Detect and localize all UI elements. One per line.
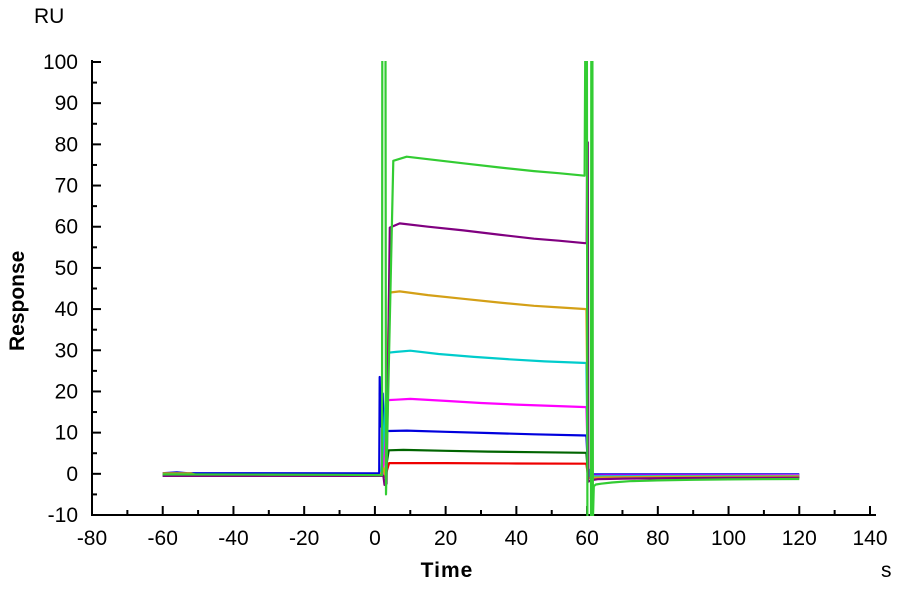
y-tick-label: 20 <box>55 380 78 403</box>
x-tick-label: -40 <box>218 527 248 550</box>
x-axis-unit-label: s <box>881 559 892 582</box>
x-tick-label: 0 <box>369 527 381 550</box>
series-traces <box>162 61 800 516</box>
y-tick-label: -10 <box>48 504 78 527</box>
y-tick-label: 70 <box>55 175 78 198</box>
tick-labels: -80 -60 -40 -20 0 20 40 60 80 100 120 140 -10 0 10 20 30… <box>43 51 888 550</box>
series-green <box>162 61 800 516</box>
axes <box>91 60 876 516</box>
y-axis-title: Response <box>6 250 29 351</box>
y-tick-label: 60 <box>55 216 78 239</box>
x-tick-label: 140 <box>852 527 887 550</box>
y-tick-label: 100 <box>43 51 78 74</box>
tick-marks <box>91 61 871 516</box>
x-tick-label: 20 <box>434 527 457 550</box>
x-tick-label: 40 <box>505 527 528 550</box>
series-blue <box>162 375 800 476</box>
y-tick-label: 80 <box>55 133 78 156</box>
y-tick-label: 10 <box>55 422 78 445</box>
x-tick-label: 120 <box>782 527 817 550</box>
y-tick-label: 50 <box>55 257 78 280</box>
x-tick-label: 100 <box>711 527 746 550</box>
series-cyan <box>162 349 800 478</box>
y-tick-label: 90 <box>55 92 78 115</box>
x-axis-title: Time <box>420 559 474 582</box>
x-tick-label: 60 <box>575 527 598 550</box>
x-tick-label: 80 <box>646 527 669 550</box>
x-tick-label: -80 <box>77 527 107 550</box>
x-tick-label: -20 <box>289 527 319 550</box>
y-axis-unit-label: RU <box>34 5 65 28</box>
y-tick-label: 0 <box>66 463 78 486</box>
y-tick-label: 30 <box>55 339 78 362</box>
x-tick-label: -60 <box>148 527 178 550</box>
series-orange <box>162 290 800 480</box>
y-tick-label: 40 <box>55 298 78 321</box>
